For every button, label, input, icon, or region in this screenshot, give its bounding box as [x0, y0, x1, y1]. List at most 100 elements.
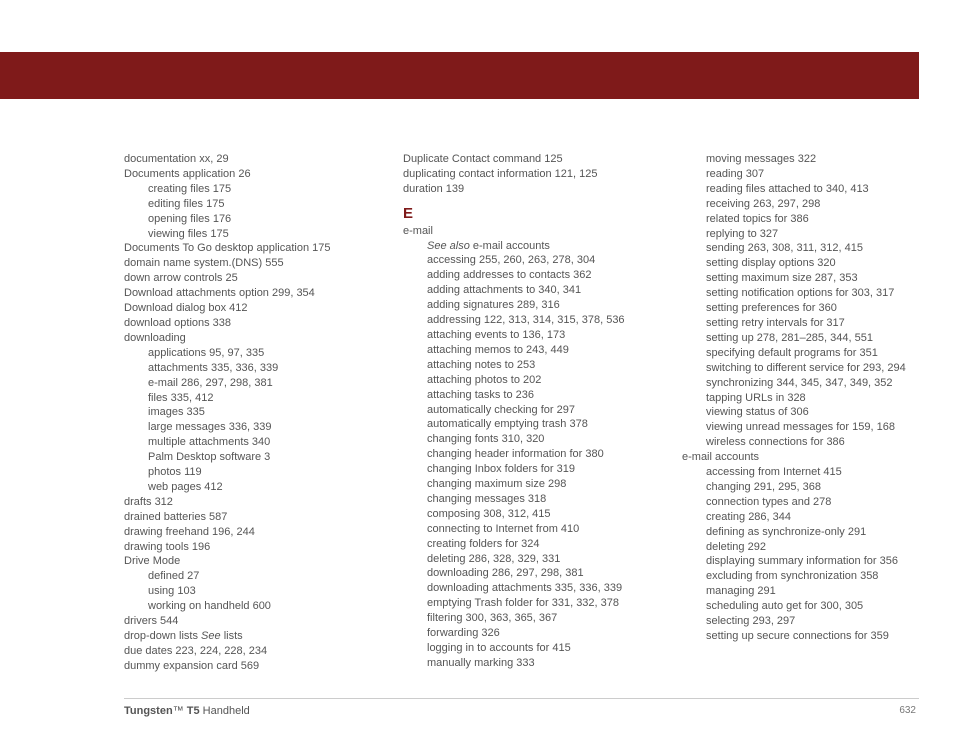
index-entry: attaching events to 136, 173 — [403, 328, 640, 343]
index-entry: setting display options 320 — [682, 256, 919, 271]
index-entry: composing 308, 312, 415 — [403, 507, 640, 522]
page-number: 632 — [899, 705, 916, 716]
index-column-3: moving messages 322reading 307reading fi… — [682, 152, 919, 674]
index-entry: deleting 286, 328, 329, 331 — [403, 552, 640, 567]
index-entry: Documents application 26 — [124, 167, 361, 182]
index-entry: Palm Desktop software 3 — [124, 450, 361, 465]
index-entry: replying to 327 — [682, 227, 919, 242]
index-entry: tapping URLs in 328 — [682, 391, 919, 406]
index-entry: reading 307 — [682, 167, 919, 182]
index-entry: creating files 175 — [124, 182, 361, 197]
index-entry: Drive Mode — [124, 554, 361, 569]
index-entry: automatically checking for 297 — [403, 403, 640, 418]
index-entry: addressing 122, 313, 314, 315, 378, 536 — [403, 313, 640, 328]
index-entry: viewing files 175 — [124, 227, 361, 242]
index-entry: drafts 312 — [124, 495, 361, 510]
index-entry: filtering 300, 363, 365, 367 — [403, 611, 640, 626]
index-entry: setting retry intervals for 317 — [682, 316, 919, 331]
footer-suffix: Handheld — [203, 705, 250, 717]
index-entry: documentation xx, 29 — [124, 152, 361, 167]
index-entry: opening files 176 — [124, 212, 361, 227]
index-entry: deleting 292 — [682, 540, 919, 555]
index-entry: defining as synchronize-only 291 — [682, 525, 919, 540]
index-entry: downloading — [124, 331, 361, 346]
index-entry: e-mail 286, 297, 298, 381 — [124, 376, 361, 391]
index-entry: managing 291 — [682, 584, 919, 599]
index-entry: attachments 335, 336, 339 — [124, 361, 361, 376]
index-entry: domain name system.(DNS) 555 — [124, 256, 361, 271]
footer-brand: Tungsten — [124, 705, 173, 717]
index-entry: forwarding 326 — [403, 626, 640, 641]
index-entry: emptying Trash folder for 331, 332, 378 — [403, 596, 640, 611]
index-entry: connection types and 278 — [682, 495, 919, 510]
index-entry: adding signatures 289, 316 — [403, 298, 640, 313]
index-entry: changing fonts 310, 320 — [403, 432, 640, 447]
index-entry: dummy expansion card 569 — [124, 659, 361, 674]
index-entry: multiple attachments 340 — [124, 435, 361, 450]
footer-model: T5 — [187, 705, 200, 717]
index-entry: changing maximum size 298 — [403, 477, 640, 492]
index-entry: down arrow controls 25 — [124, 271, 361, 286]
index-entry: receiving 263, 297, 298 — [682, 197, 919, 212]
index-entry: using 103 — [124, 584, 361, 599]
index-entry: downloading attachments 335, 336, 339 — [403, 581, 640, 596]
index-entry: accessing 255, 260, 263, 278, 304 — [403, 253, 640, 268]
index-entry: drawing tools 196 — [124, 540, 361, 555]
index-entry: adding addresses to contacts 362 — [403, 268, 640, 283]
index-entry: reading files attached to 340, 413 — [682, 182, 919, 197]
index-entry: e-mail accounts — [682, 450, 919, 465]
index-entry: downloading 286, 297, 298, 381 — [403, 566, 640, 581]
index-entry: changing 291, 295, 368 — [682, 480, 919, 495]
index-entry: switching to different service for 293, … — [682, 361, 919, 376]
index-entry: sending 263, 308, 311, 312, 415 — [682, 241, 919, 256]
index-entry: setting up secure connections for 359 — [682, 629, 919, 644]
index-entry: setting notification options for 303, 31… — [682, 286, 919, 301]
index-entry: Duplicate Contact command 125 — [403, 152, 640, 167]
index-entry: creating 286, 344 — [682, 510, 919, 525]
index-entry: wireless connections for 386 — [682, 435, 919, 450]
index-entry: duration 139 — [403, 182, 640, 197]
index-column-2: Duplicate Contact command 125duplicating… — [403, 152, 640, 674]
index-entry: attaching tasks to 236 — [403, 388, 640, 403]
index-entry: attaching notes to 253 — [403, 358, 640, 373]
index-entry: drawing freehand 196, 244 — [124, 525, 361, 540]
index-entry: large messages 336, 339 — [124, 420, 361, 435]
index-entry: manually marking 333 — [403, 656, 640, 671]
index-entry: download options 338 — [124, 316, 361, 331]
index-entry: setting maximum size 287, 353 — [682, 271, 919, 286]
index-entry: specifying default programs for 351 — [682, 346, 919, 361]
index-entry: files 335, 412 — [124, 391, 361, 406]
index-entry: photos 119 — [124, 465, 361, 480]
index-entry: related topics for 386 — [682, 212, 919, 227]
section-heading: E — [403, 207, 640, 222]
index-entry: drop-down lists See lists — [124, 629, 361, 644]
header-brand-bar — [0, 52, 919, 99]
index-entry: changing messages 318 — [403, 492, 640, 507]
index-entry: creating folders for 324 — [403, 537, 640, 552]
index-entry: connecting to Internet from 410 — [403, 522, 640, 537]
index-entry: attaching photos to 202 — [403, 373, 640, 388]
index-entry: excluding from synchronization 358 — [682, 569, 919, 584]
index-entry: setting preferences for 360 — [682, 301, 919, 316]
index-entry: editing files 175 — [124, 197, 361, 212]
footer-tm: ™ — [173, 705, 184, 717]
index-entry: See also e-mail accounts — [403, 239, 640, 254]
index-entry: defined 27 — [124, 569, 361, 584]
index-entry: viewing status of 306 — [682, 405, 919, 420]
index-entry: e-mail — [403, 224, 640, 239]
index-entry: moving messages 322 — [682, 152, 919, 167]
index-entry: viewing unread messages for 159, 168 — [682, 420, 919, 435]
index-entry: scheduling auto get for 300, 305 — [682, 599, 919, 614]
index-entry: logging in to accounts for 415 — [403, 641, 640, 656]
index-columns: documentation xx, 29Documents applicatio… — [124, 152, 919, 674]
index-entry: due dates 223, 224, 228, 234 — [124, 644, 361, 659]
index-entry: automatically emptying trash 378 — [403, 417, 640, 432]
index-entry: changing header information for 380 — [403, 447, 640, 462]
index-entry: Documents To Go desktop application 175 — [124, 241, 361, 256]
index-entry: accessing from Internet 415 — [682, 465, 919, 480]
index-column-1: documentation xx, 29Documents applicatio… — [124, 152, 361, 674]
index-entry: selecting 293, 297 — [682, 614, 919, 629]
footer-rule — [124, 698, 919, 699]
index-entry: attaching memos to 243, 449 — [403, 343, 640, 358]
index-entry: setting up 278, 281–285, 344, 551 — [682, 331, 919, 346]
